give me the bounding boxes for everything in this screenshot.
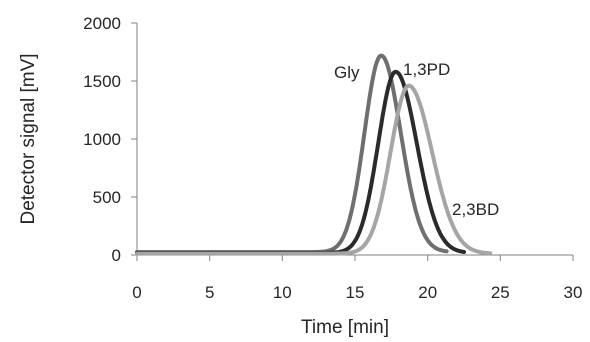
series-label-gly: Gly [334,63,360,82]
x-tick-label: 10 [273,283,292,302]
x-axis-title: Time [min] [301,317,389,338]
x-axis: 0 5 10 15 20 25 30 Time [min] [132,254,582,338]
series-line-gly [135,53,449,255]
y-tick-label: 1000 [83,130,121,149]
series-group [135,53,493,256]
y-axis: 0 500 1000 1500 2000 Detector signal [mV… [18,14,138,265]
series-line-1-3pd [135,69,466,255]
x-tick-label: 20 [418,283,437,302]
series-label-1-3pd: 1,3PD [403,60,450,79]
series-labels: Gly 1,3PD 2,3BD [334,60,499,219]
series-label-2-3bd: 2,3BD [452,200,499,219]
x-tick-label: 25 [491,283,510,302]
series-line-2-3bd [135,83,493,256]
y-axis-title: Detector signal [mV] [18,53,39,224]
y-tick-label: 2000 [83,14,121,33]
y-tick-label: 1500 [83,72,121,91]
x-tick-group: 0 5 10 15 20 25 30 [132,255,582,302]
x-tick-label: 0 [132,283,141,302]
x-tick-label: 15 [346,283,365,302]
x-tick-label: 5 [205,283,214,302]
x-tick-label: 30 [564,283,583,302]
y-tick-group: 0 500 1000 1500 2000 [83,14,137,265]
y-tick-label: 0 [112,246,121,265]
y-tick-label: 500 [93,188,121,207]
